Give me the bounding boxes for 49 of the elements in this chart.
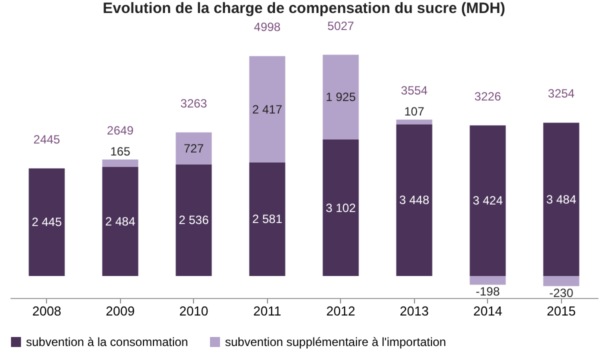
total-label: 2445 bbox=[33, 132, 60, 146]
data-label: 3 484 bbox=[546, 192, 577, 206]
x-tick-label: 2011 bbox=[253, 304, 282, 318]
data-label: 727 bbox=[184, 141, 204, 156]
data-label: 1 925 bbox=[326, 90, 356, 104]
bar bbox=[322, 140, 359, 276]
data-label: 165 bbox=[110, 144, 131, 158]
x-tick-label: 2008 bbox=[32, 304, 62, 318]
data-label: 2 581 bbox=[252, 212, 283, 226]
chart-title: Evolution de la charge de compensation du sucre (MDH) bbox=[102, 0, 506, 17]
bar bbox=[102, 166, 138, 276]
data-label: 2 536 bbox=[178, 213, 210, 228]
data-label: 3 102 bbox=[326, 200, 356, 215]
x-tick-label: 2015 bbox=[546, 304, 576, 318]
data-label: 2 445 bbox=[32, 215, 62, 230]
x-tick-label: 2010 bbox=[179, 304, 208, 318]
bar bbox=[543, 122, 580, 276]
x-tick-label: 2009 bbox=[106, 304, 135, 318]
data-label: 107 bbox=[404, 104, 425, 119]
bar bbox=[176, 132, 212, 164]
bar bbox=[396, 120, 432, 124]
bar bbox=[470, 276, 506, 285]
data-label: -230 bbox=[549, 286, 574, 300]
legend-label: subvention à la consommation bbox=[26, 335, 188, 349]
total-label: 3263 bbox=[180, 96, 208, 110]
total-label: 3554 bbox=[400, 84, 428, 98]
legend-label: subvention supplémentaire à l'importation bbox=[225, 335, 446, 349]
bar bbox=[176, 164, 212, 276]
bar bbox=[543, 276, 580, 286]
x-tick-label: 2012 bbox=[326, 304, 356, 318]
total-label: 2649 bbox=[106, 123, 134, 138]
bar bbox=[470, 125, 506, 276]
data-label: 2 417 bbox=[252, 102, 283, 116]
total-label: 5027 bbox=[327, 18, 354, 33]
total-label: 3254 bbox=[548, 86, 575, 101]
data-label: 3 448 bbox=[399, 193, 430, 208]
data-label: -198 bbox=[476, 284, 500, 299]
total-label: 3226 bbox=[474, 89, 502, 104]
x-tick-label: 2013 bbox=[400, 304, 429, 318]
bar bbox=[249, 162, 286, 276]
bar bbox=[28, 168, 65, 276]
bar bbox=[396, 124, 432, 276]
data-label: 2 484 bbox=[105, 214, 136, 228]
bar bbox=[249, 56, 286, 162]
x-tick-label: 2014 bbox=[473, 304, 502, 318]
bar bbox=[322, 54, 359, 140]
data-label: 3 424 bbox=[472, 194, 504, 208]
total-label: 4998 bbox=[254, 20, 281, 34]
bar bbox=[102, 159, 138, 167]
